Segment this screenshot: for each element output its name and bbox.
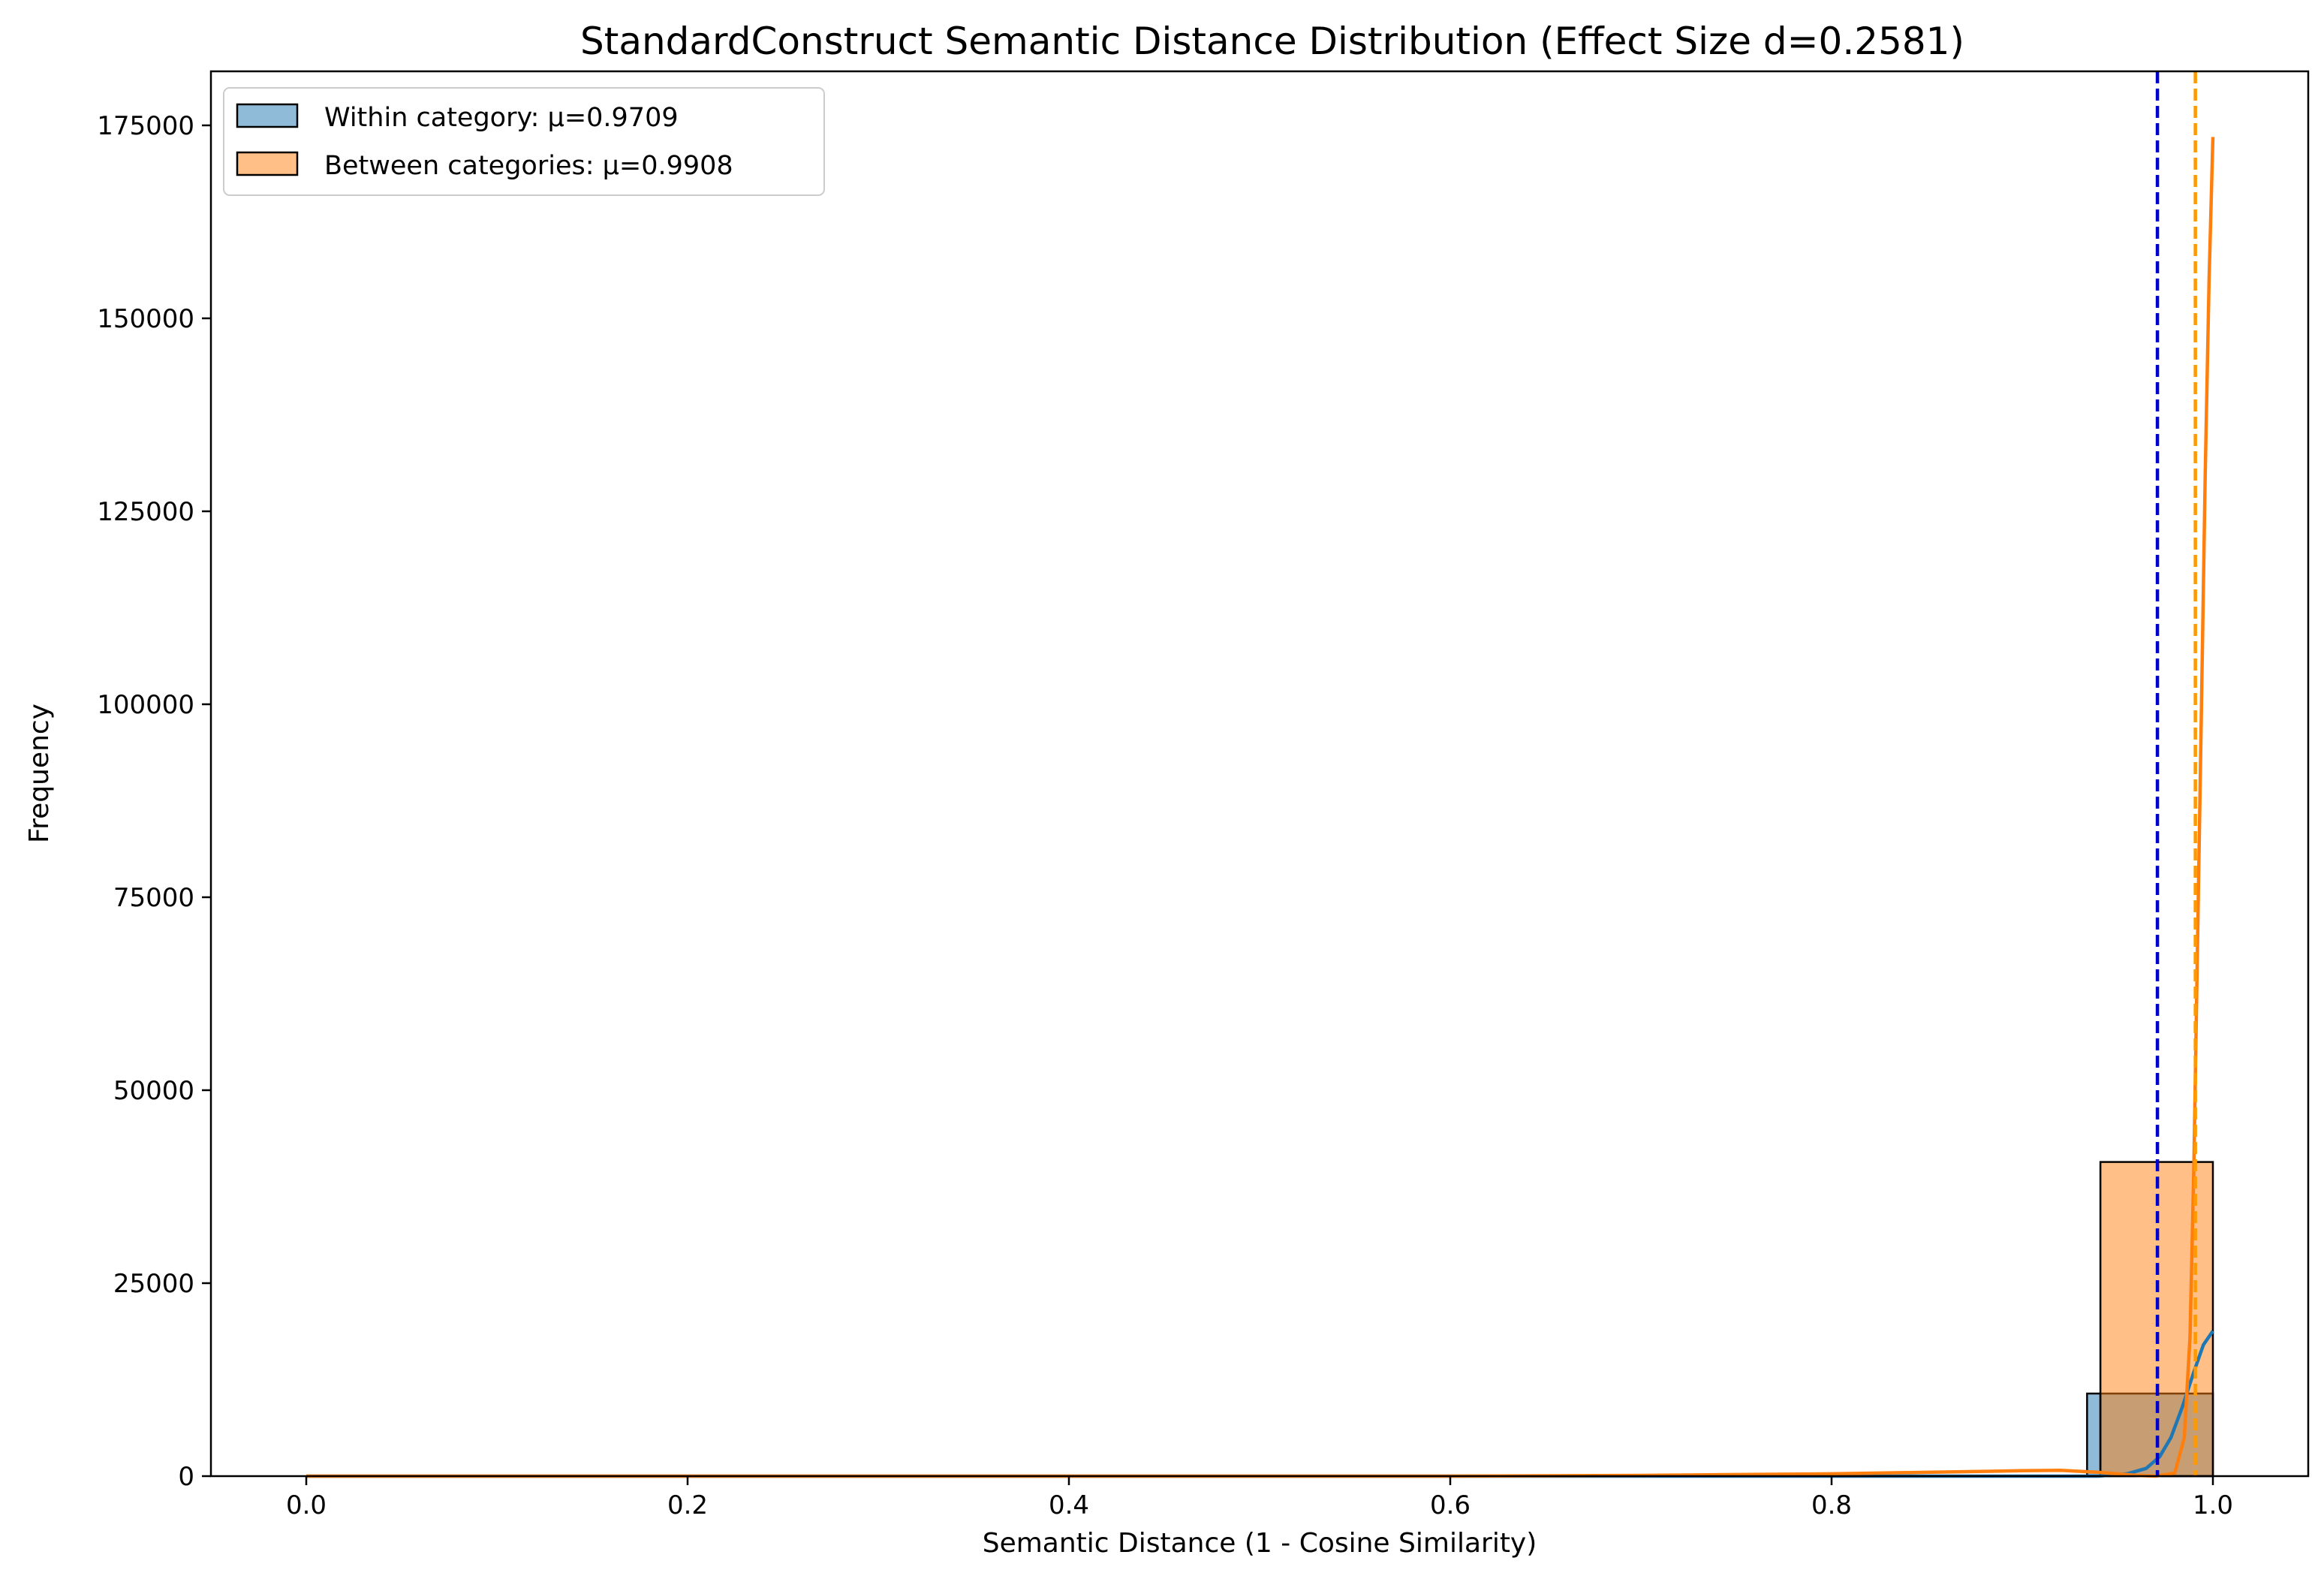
legend-swatch-between (236, 151, 299, 176)
y-tick-label: 25000 (113, 1269, 194, 1299)
y-tick-label: 75000 (113, 883, 194, 913)
y-tick-label: 100000 (97, 690, 194, 720)
plot-frame (209, 70, 2310, 1478)
y-tick-label: 125000 (97, 497, 194, 527)
x-axis-title: Semantic Distance (1 - Cosine Similarity… (983, 1528, 1537, 1559)
legend-swatch-within (236, 103, 299, 128)
legend-frame (223, 87, 825, 196)
y-tick-label: 175000 (97, 111, 194, 141)
x-tick-label: 1.0 (2193, 1490, 2233, 1520)
x-tick-label: 0.2 (667, 1490, 708, 1520)
chart-title: StandardConstruct Semantic Distance Dist… (580, 20, 1964, 63)
y-axis: 0 25000 50000 75000 100000 125000 150000 175000 (97, 111, 211, 1492)
y-tick-label: 50000 (113, 1076, 194, 1106)
legend-label-between: Between categories: μ=0.9908 (324, 151, 733, 181)
legend: Within category: μ=0.9709 Between catego… (223, 87, 825, 196)
y-axis-title: Frequency (24, 704, 55, 843)
legend-label-within: Within category: μ=0.9709 (324, 103, 679, 133)
histogram-bar-within-0 (2086, 1392, 2102, 1478)
x-tick-label: 0.4 (1049, 1490, 1089, 1520)
x-tick-label: 0.8 (1811, 1490, 1852, 1520)
y-tick-label: 150000 (97, 304, 194, 334)
x-tick-label: 0.0 (286, 1490, 327, 1520)
x-tick-label: 0.6 (1430, 1490, 1471, 1520)
y-tick-label: 0 (178, 1462, 194, 1492)
x-axis: 0.0 0.2 0.4 0.6 0.8 1.0 (286, 1476, 2233, 1520)
